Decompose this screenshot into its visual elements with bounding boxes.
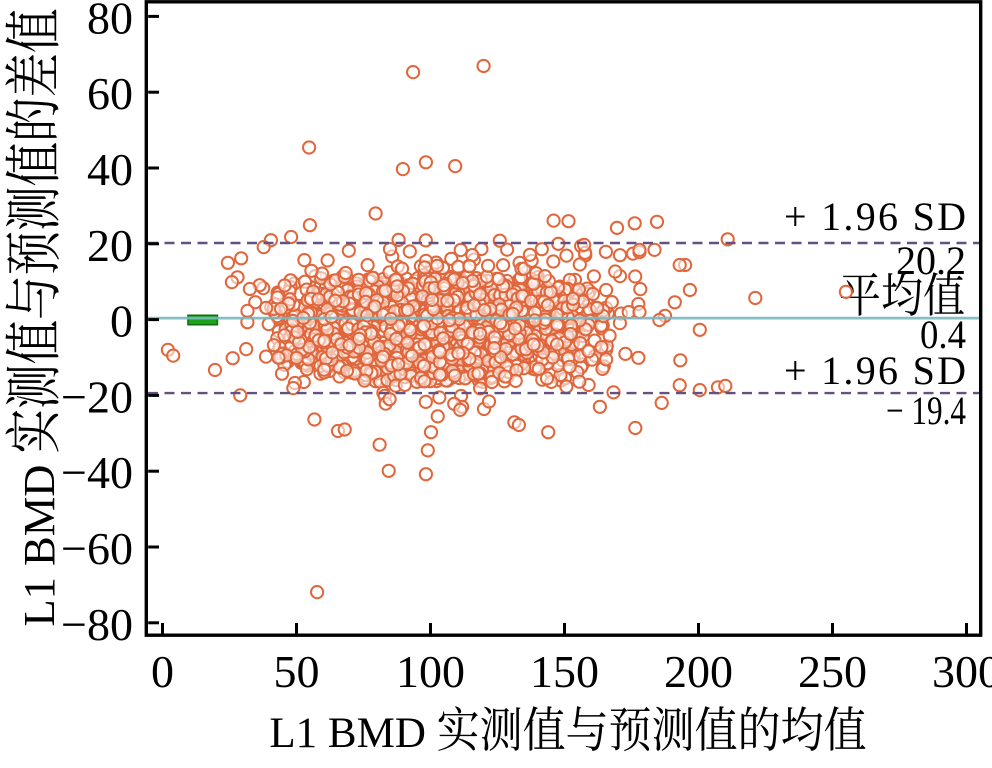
- svg-text:250: 250: [798, 646, 867, 697]
- svg-text:20: 20: [87, 220, 133, 271]
- svg-text:200: 200: [664, 646, 733, 697]
- svg-text:L1 BMD: L1 BMD: [14, 465, 64, 627]
- svg-text:60: 60: [87, 68, 133, 119]
- svg-text:−80: −80: [61, 599, 133, 650]
- svg-text:100: 100: [396, 646, 465, 697]
- svg-text:−40: −40: [61, 447, 133, 498]
- svg-text:80: 80: [87, 0, 133, 43]
- svg-text:+ 1.96 SD: + 1.96 SD: [784, 194, 966, 239]
- svg-text:300: 300: [932, 646, 992, 697]
- svg-text:−20: −20: [61, 371, 133, 422]
- svg-text:20.2: 20.2: [896, 238, 966, 283]
- svg-text:0: 0: [151, 646, 174, 697]
- svg-text:−60: −60: [61, 523, 133, 574]
- svg-text:150: 150: [530, 646, 599, 697]
- svg-text:40: 40: [87, 144, 133, 195]
- svg-text:50: 50: [274, 646, 320, 697]
- svg-text:+ 1.96 SD: + 1.96 SD: [784, 348, 966, 393]
- svg-text:− 19.4: − 19.4: [886, 388, 966, 433]
- svg-text:L1 BMD: L1 BMD: [269, 710, 425, 757]
- svg-text:0: 0: [110, 296, 133, 347]
